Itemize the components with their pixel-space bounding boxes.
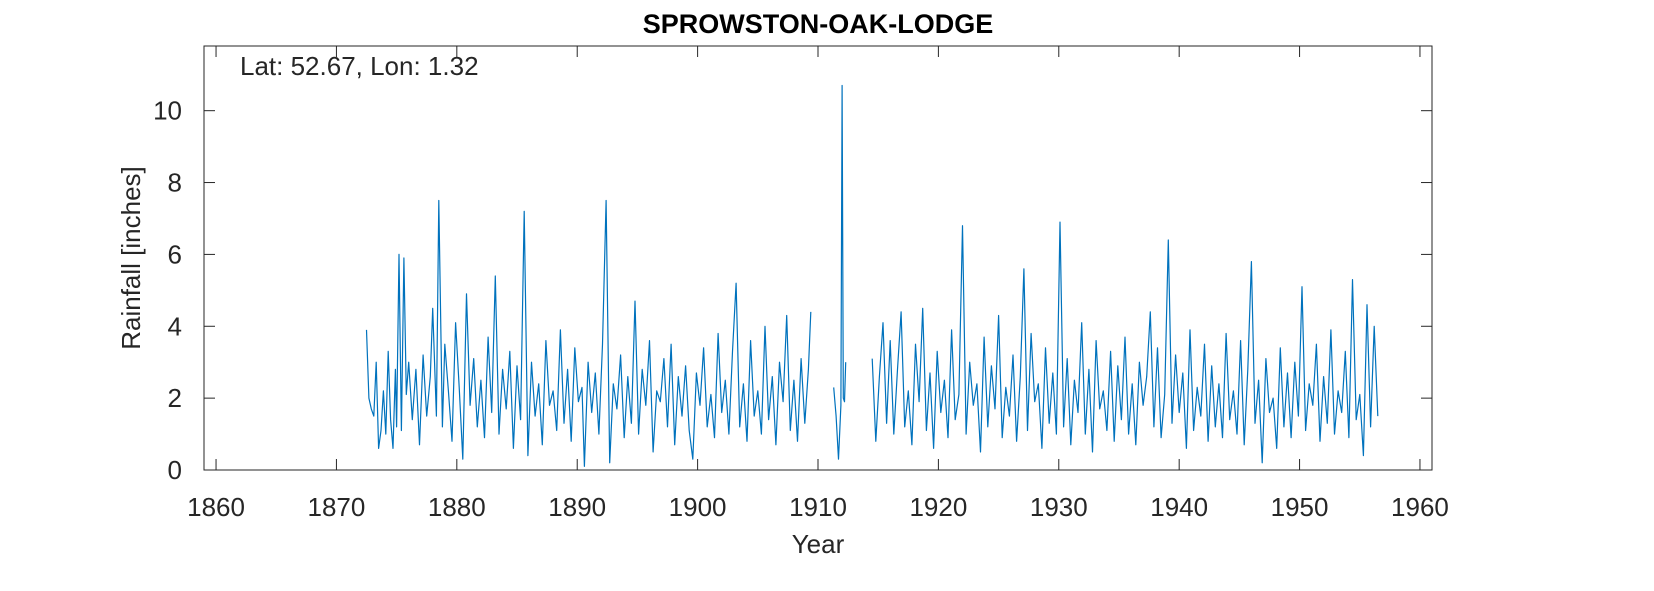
x-tick-label: 1870 xyxy=(308,492,366,522)
x-tick-labels: 1860 1870 1880 1890 1900 1910 1920 1930 1940 1950… xyxy=(187,492,1449,522)
x-axis-label: Year xyxy=(792,529,845,559)
y-tick-label: 4 xyxy=(168,311,182,341)
y-tick-label: 8 xyxy=(168,168,182,198)
x-tick-label: 1950 xyxy=(1271,492,1329,522)
x-tick-label: 1920 xyxy=(909,492,967,522)
x-tick-label: 1890 xyxy=(548,492,606,522)
rainfall-line-segment xyxy=(365,199,812,467)
x-tick-label: 1940 xyxy=(1150,492,1208,522)
series-group xyxy=(365,84,1379,467)
x-tick-label: 1900 xyxy=(669,492,727,522)
y-tick-labels: 0 2 4 6 8 10 xyxy=(153,96,182,485)
axis-ticks xyxy=(204,46,1432,471)
x-tick-label: 1930 xyxy=(1030,492,1088,522)
x-tick-label: 1960 xyxy=(1391,492,1449,522)
rainfall-line-segment xyxy=(833,84,847,460)
chart-title: SPROWSTON-OAK-LODGE xyxy=(643,9,994,39)
x-tick-label: 1910 xyxy=(789,492,847,522)
y-tick-label: 2 xyxy=(168,383,182,413)
plot-area xyxy=(203,45,1433,471)
y-tick-label: 10 xyxy=(153,96,182,126)
location-annotation: Lat: 52.67, Lon: 1.32 xyxy=(240,51,479,81)
rainfall-line-segment xyxy=(871,221,1379,464)
y-tick-label: 6 xyxy=(168,239,182,269)
y-tick-label: 0 xyxy=(168,455,182,485)
x-tick-label: 1880 xyxy=(428,492,486,522)
y-axis-label: Rainfall [inches] xyxy=(116,166,146,350)
x-tick-label: 1860 xyxy=(187,492,245,522)
